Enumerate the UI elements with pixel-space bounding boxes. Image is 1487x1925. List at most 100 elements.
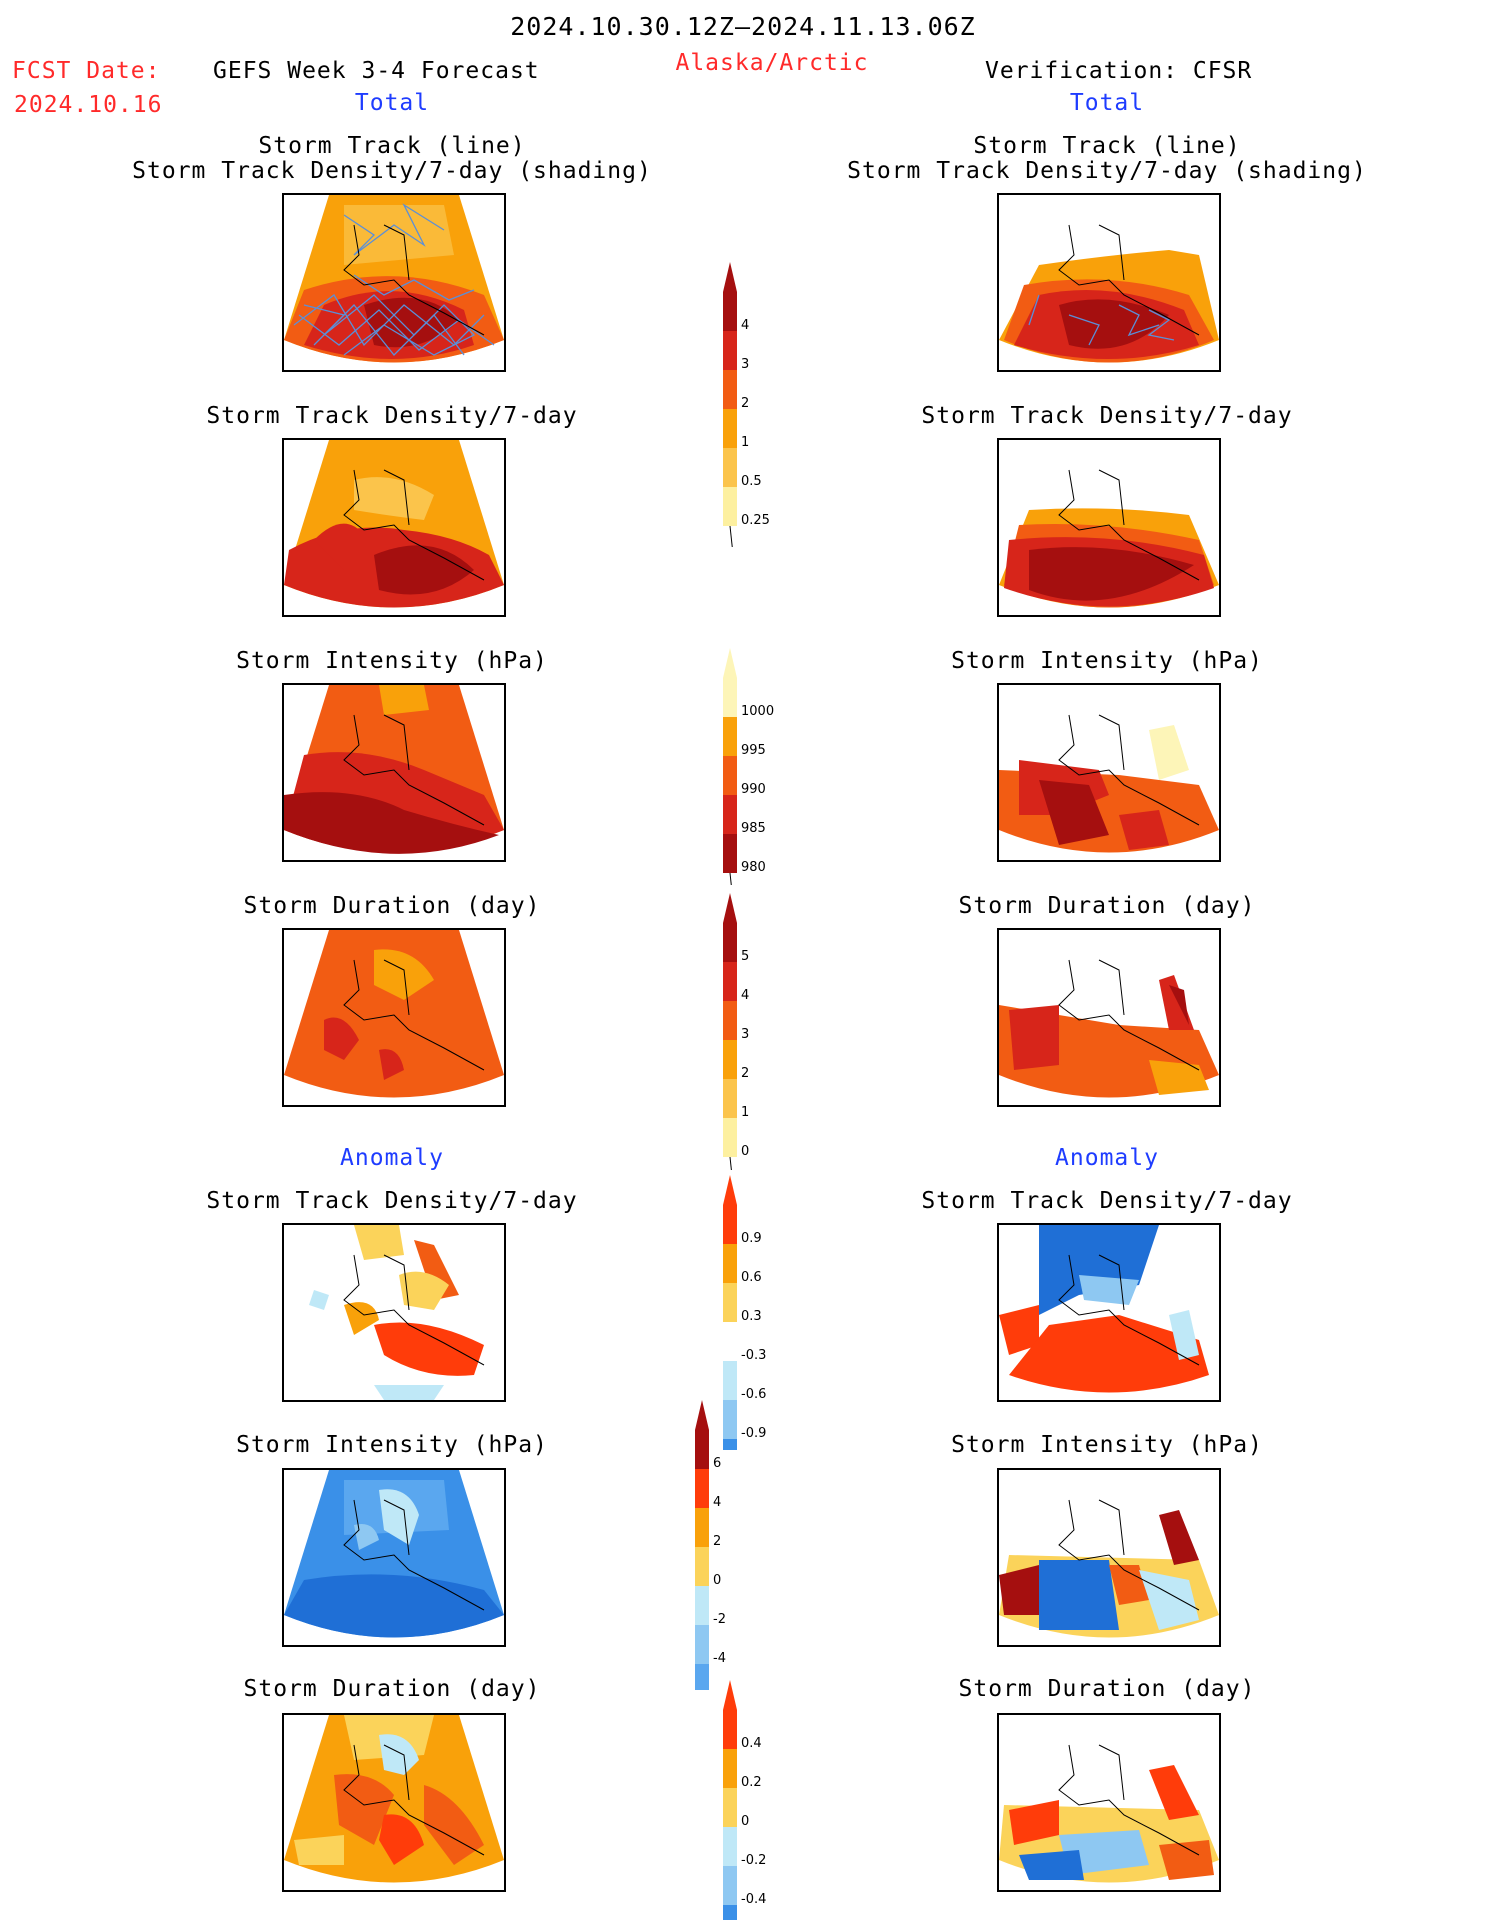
colorbar-segment <box>723 1040 737 1079</box>
left-duration-anom-title: Storm Duration (day) <box>243 1676 541 1702</box>
colorbar-segment <box>723 717 737 756</box>
colorbar-arrow-top <box>695 1400 709 1430</box>
left-intensity-title: Storm Intensity (hPa) <box>236 648 548 674</box>
colorbar-label: -4 <box>713 1651 726 1666</box>
colorbar-label: -0.2 <box>741 1853 766 1868</box>
colorbar-segment <box>723 448 737 487</box>
colorbar-segment <box>723 1079 737 1118</box>
colorbar-label: 995 <box>741 743 766 758</box>
forecast-density-map <box>282 438 506 617</box>
colorbar-segment <box>723 370 737 409</box>
colorbar-segment <box>723 834 737 873</box>
left-density-title: Storm Track Density/7-day <box>206 403 578 429</box>
colorbar-segment <box>723 795 737 834</box>
colorbar-label: -0.9 <box>741 1426 766 1441</box>
colorbar-segment <box>723 962 737 1001</box>
right-density-title: Storm Track Density/7-day <box>921 403 1293 429</box>
colorbar-segment <box>723 1710 737 1749</box>
colorbar-label: -0.4 <box>741 1892 766 1907</box>
left-total-label: Total <box>354 90 430 116</box>
colorbar-arrow-top <box>723 1680 737 1710</box>
right-track-line-title: Storm Track (line) <box>973 133 1241 159</box>
forecast-density-anomaly-map <box>282 1223 506 1402</box>
right-duration-anom-title: Storm Duration (day) <box>958 1676 1256 1702</box>
colorbar-label: 3 <box>741 1027 749 1042</box>
colorbar-segment <box>695 1664 709 1690</box>
verification-duration-map <box>997 928 1221 1107</box>
colorbar-label: 1 <box>741 435 749 450</box>
colorbar-segment <box>723 292 737 331</box>
fcst-date-label: FCST Date: <box>12 58 161 84</box>
colorbar-segment <box>723 1001 737 1040</box>
colorbar-label: 4 <box>713 1495 721 1510</box>
colorbar-segment <box>723 1866 737 1905</box>
right-total-label: Total <box>1069 90 1145 116</box>
colorbar-label: 4 <box>741 318 749 333</box>
colorbar-density-anomaly: 0.9 0.6 0.3 -0.3 -0.6 -0.9 <box>723 1175 766 1450</box>
colorbar-label: 5 <box>741 949 749 964</box>
colorbar-tail <box>729 525 733 547</box>
colorbar-segment <box>723 1400 737 1439</box>
forecast-intensity-map <box>282 683 506 862</box>
region-label: Alaska/Arctic <box>675 50 869 76</box>
colorbar-segment <box>723 1322 737 1361</box>
colorbar-label: 980 <box>741 860 766 875</box>
period-title: 2024.10.30.12Z–2024.11.13.06Z <box>510 12 976 41</box>
colorbar-label: 0.2 <box>741 1775 762 1790</box>
colorbar-segment <box>723 1439 737 1450</box>
right-column-title: Verification: CFSR <box>985 58 1253 84</box>
colorbar-label: 0 <box>713 1573 721 1588</box>
colorbar-segment <box>723 1749 737 1788</box>
verification-track-map <box>997 193 1221 372</box>
verification-duration-anomaly-map <box>997 1713 1221 1892</box>
colorbar-arrow-top <box>723 262 737 292</box>
colorbar-segment <box>723 1905 737 1920</box>
colorbar-segment <box>723 1283 737 1322</box>
colorbar-label: 3 <box>741 357 749 372</box>
colorbar-segment <box>695 1508 709 1547</box>
colorbar-segment <box>695 1430 709 1469</box>
colorbar-segment <box>695 1547 709 1586</box>
colorbar-label: -0.6 <box>741 1387 766 1402</box>
colorbar-segment <box>723 1827 737 1866</box>
left-track-shading-title: Storm Track Density/7-day (shading) <box>132 158 652 184</box>
right-duration-title: Storm Duration (day) <box>958 893 1256 919</box>
forecast-duration-map <box>282 928 506 1107</box>
colorbar-segment <box>723 409 737 448</box>
colorbar-label: 2 <box>713 1534 721 1549</box>
colorbar-label: 4 <box>741 988 749 1003</box>
colorbar-label: 0.9 <box>741 1231 762 1246</box>
colorbar-segment <box>695 1586 709 1625</box>
colorbar-label: 6 <box>713 1456 721 1471</box>
colorbar-label: 0.25 <box>741 513 770 528</box>
colorbar-segment <box>723 1118 737 1157</box>
left-intensity-anom-title: Storm Intensity (hPa) <box>236 1432 548 1458</box>
fcst-date-value: 2024.10.16 <box>14 92 163 118</box>
left-density-anom-title: Storm Track Density/7-day <box>206 1188 578 1214</box>
colorbar-segment <box>723 1205 737 1244</box>
verification-density-map <box>997 438 1221 617</box>
colorbar-segment <box>723 331 737 370</box>
colorbar-segment <box>723 1361 737 1400</box>
right-anomaly-label: Anomaly <box>1055 1145 1159 1171</box>
colorbar-label: 0.5 <box>741 474 762 489</box>
colorbar-density: 4 3 2 1 0.5 0.25 <box>723 262 770 547</box>
colorbar-segment <box>723 487 737 526</box>
colorbar-label: -0.3 <box>741 1348 766 1363</box>
colorbar-segment <box>723 923 737 962</box>
colorbar-segment <box>695 1469 709 1508</box>
colorbar-segment <box>723 678 737 717</box>
colorbar-label: 0 <box>741 1144 749 1159</box>
colorbar-segment <box>723 1244 737 1283</box>
colorbar-duration: 5 4 3 2 1 0 <box>723 893 749 1170</box>
colorbar-label: -2 <box>713 1612 726 1627</box>
left-track-line-title: Storm Track (line) <box>258 133 526 159</box>
colorbar-tail <box>729 872 732 885</box>
verification-intensity-map <box>997 683 1221 862</box>
left-duration-title: Storm Duration (day) <box>243 893 541 919</box>
colorbar-label: 2 <box>741 1066 749 1081</box>
colorbar-label: 0.4 <box>741 1736 762 1751</box>
colorbar-arrow-top <box>723 648 737 678</box>
colorbar-label: 2 <box>741 396 749 411</box>
